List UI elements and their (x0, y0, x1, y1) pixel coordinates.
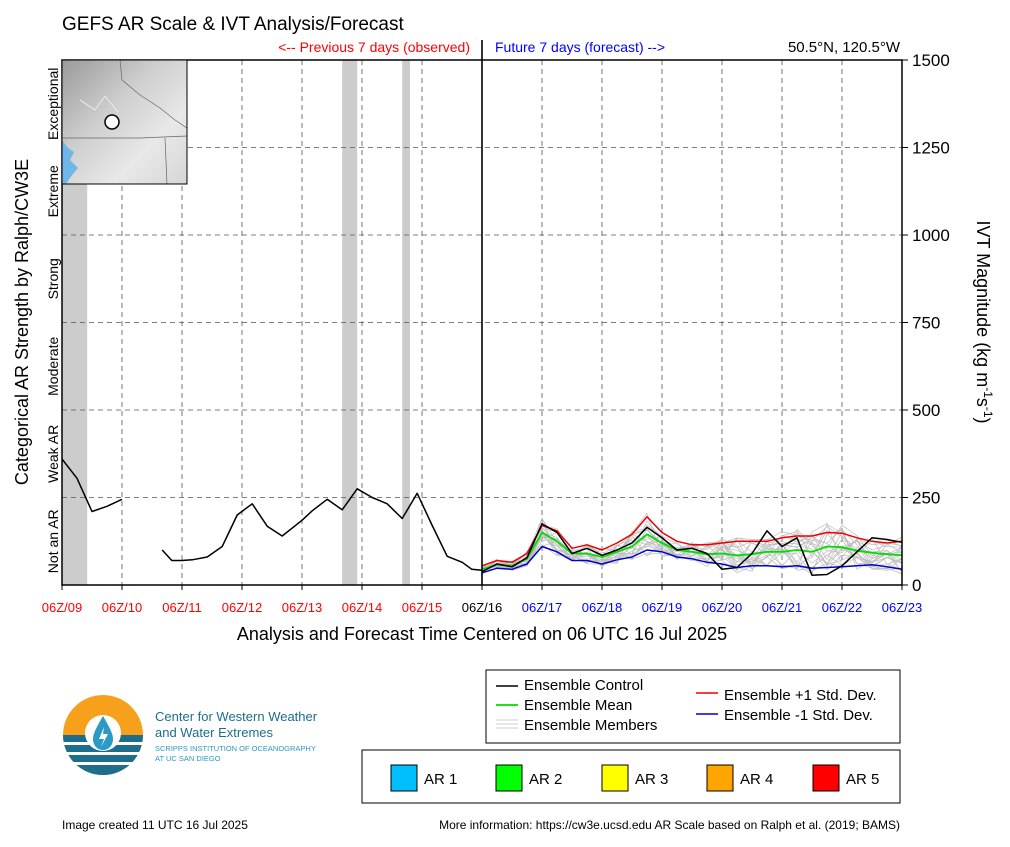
right-axis-label-a: IVT Magnitude (kg m (973, 220, 993, 387)
ar3-label: AR 3 (635, 771, 668, 788)
x-tick-label-14: 06Z/23 (882, 600, 922, 615)
y-tick-label-1: 250 (912, 489, 940, 508)
future-period-label: Future 7 days (forecast) --> (495, 39, 665, 55)
ar2-label: AR 2 (529, 771, 562, 788)
location-label: 50.5°N, 120.5°W (788, 39, 901, 56)
y-tick-label-3: 750 (912, 314, 940, 333)
legend-plus-sd: Ensemble +1 Std. Dev. (724, 687, 877, 704)
x-tick-label-11: 06Z/20 (702, 600, 742, 615)
ar1-label: AR 1 (424, 771, 457, 788)
ar4-swatch (706, 764, 734, 792)
y-tick-label-5: 1250 (912, 139, 950, 158)
ar-category-label-2: Moderate (45, 337, 61, 396)
logo-line2: and Water Extremes (155, 725, 274, 740)
x-tick-label-6: 06Z/15 (402, 600, 442, 615)
ar-category-labels: Not an AR Weak AR Moderate Strong Extreme Exc… (45, 68, 61, 574)
right-axis-label-exp2: -1 (981, 407, 995, 418)
y-tick-label-4: 1000 (912, 226, 950, 245)
x-tick-label-10: 06Z/19 (642, 600, 682, 615)
series-ensemble-control (481, 523, 903, 576)
x-tick-label-5: 06Z/14 (342, 600, 382, 615)
ar5-swatch (812, 764, 840, 792)
x-tick-label-7: 06Z/16 (462, 600, 502, 615)
footer-created: Image created 11 UTC 16 Jul 2025 (62, 818, 248, 832)
x-tick-label-2: 06Z/11 (162, 600, 202, 615)
y-tick-label-6: 1500 (912, 51, 950, 70)
ar1-swatch (390, 764, 418, 792)
series-legend: Ensemble Control Ensemble Mean Ensemble … (485, 669, 901, 744)
legend-mean: Ensemble Mean (524, 697, 632, 714)
ar4-label: AR 4 (740, 771, 773, 788)
x-tick-label-1: 06Z/10 (102, 600, 142, 615)
ar-category-label-3: Strong (45, 258, 61, 299)
ensemble-member-lines (481, 512, 903, 575)
y-axis-ticks: 0 250 500 750 1000 1250 1500 (902, 51, 950, 595)
inset-locator-map (61, 59, 188, 185)
ensemble-member-17 (481, 512, 903, 570)
ar-category-label-5: Exceptional (45, 68, 61, 140)
x-tick-label-9: 06Z/18 (582, 600, 622, 615)
logo-line3: SCRIPPS INSTITUTION OF OCEANOGRAPHY (155, 744, 316, 753)
previous-period-label: <-- Previous 7 days (observed) (278, 39, 470, 55)
grid-lines (62, 60, 902, 585)
footer-info: More information: https://cw3e.ucsd.edu … (439, 818, 900, 832)
y-tick-label-0: 0 (912, 576, 921, 595)
ar5-label: AR 5 (846, 771, 879, 788)
legend-minus-sd: Ensemble -1 Std. Dev. (724, 707, 873, 724)
legend-control: Ensemble Control (524, 677, 643, 694)
x-tick-label-8: 06Z/17 (522, 600, 562, 615)
logo-line1: Center for Western Weather (155, 709, 318, 724)
ar-scale-legend: AR 1 AR 2 AR 3 AR 4 AR 5 (361, 749, 901, 804)
ar-category-label-1: Weak AR (45, 425, 61, 483)
x-tick-label-3: 06Z/12 (222, 600, 262, 615)
right-axis-label-c: ) (973, 418, 993, 424)
left-axis-label: Categorical AR Strength by Ralph/CW3E (12, 159, 32, 485)
right-axis-label: IVT Magnitude (kg m-1s-1) (973, 220, 995, 423)
x-axis-label: Analysis and Forecast Time Centered on 0… (237, 624, 727, 644)
cw3e-logo: Center for Western Weather and Water Ext… (63, 695, 318, 775)
legend-members: Ensemble Members (524, 717, 657, 734)
chart-title: GEFS AR Scale & IVT Analysis/Forecast (62, 14, 404, 35)
x-tick-label-4: 06Z/13 (282, 600, 322, 615)
ar-category-label-4: Extreme (45, 165, 61, 217)
observed-control-segment-0 (61, 458, 123, 513)
x-tick-label-12: 06Z/21 (762, 600, 802, 615)
x-tick-label-0: 06Z/09 (42, 600, 82, 615)
observed-control-segment-1 (161, 488, 483, 572)
y-tick-label-2: 500 (912, 401, 940, 420)
ar3-swatch (601, 764, 629, 792)
x-tick-label-13: 06Z/22 (822, 600, 862, 615)
ar-category-label-0: Not an AR (45, 509, 61, 573)
x-axis-ticks: 06Z/09 06Z/10 06Z/11 06Z/12 06Z/13 06Z/14 06Z/… (42, 585, 922, 615)
right-axis-label-b: s (973, 398, 993, 407)
ar2-swatch (495, 764, 523, 792)
logo-line4: AT UC SAN DIEGO (155, 754, 221, 763)
right-axis-label-exp1: -1 (981, 387, 995, 398)
series-lines (61, 458, 903, 576)
location-marker-icon (104, 114, 120, 130)
series-ensemble-mean (481, 531, 903, 571)
series-ensemble-1-std-dev- (481, 545, 903, 574)
ar-period-1 (342, 60, 358, 585)
